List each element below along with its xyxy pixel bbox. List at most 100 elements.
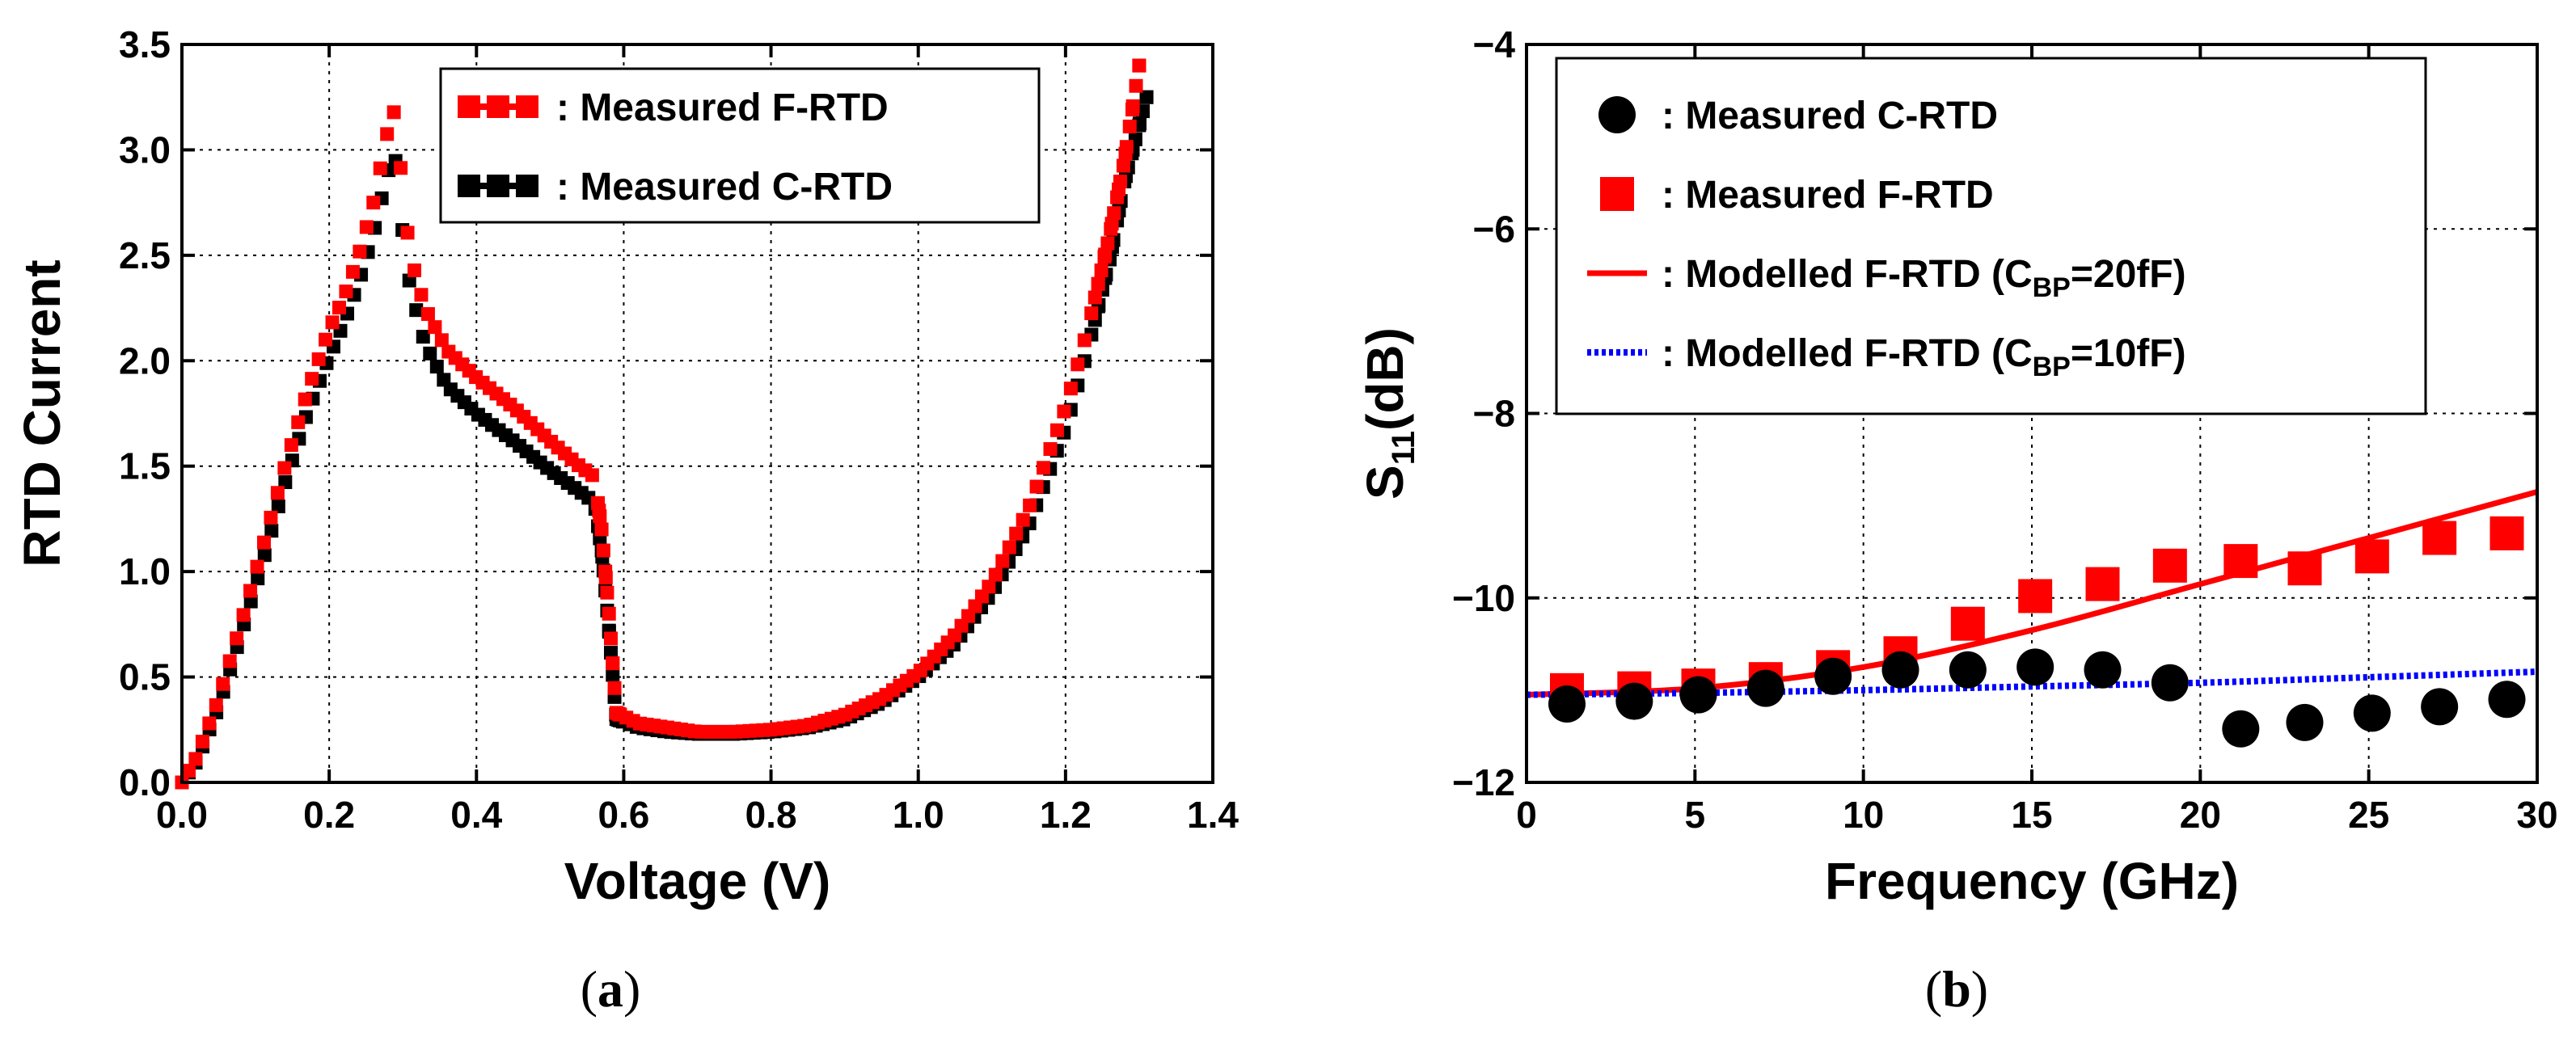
data-point (603, 631, 618, 646)
panel-caption: (b) (1925, 960, 1988, 1018)
legend-box (439, 67, 1041, 224)
legend: : Measured C-RTD : Measured F-RTD : Modell… (1555, 57, 2427, 415)
data-point (607, 681, 622, 695)
data-point (264, 524, 279, 538)
data-point (236, 608, 251, 622)
data-point (416, 330, 430, 344)
data-point (434, 333, 449, 348)
legend-entry: : Measured C-RTD (1598, 95, 1998, 137)
data-point (270, 486, 285, 500)
data-point (332, 301, 347, 315)
data-point (2488, 681, 2526, 719)
data-point (188, 752, 203, 766)
data-point (251, 571, 265, 586)
x-tick-label: 0.2 (303, 794, 355, 836)
data-point (1037, 461, 1051, 475)
x-tick-label: 30 (2516, 794, 2557, 836)
data-point (250, 559, 264, 574)
x-tick-label: 0.4 (450, 794, 502, 836)
legend-label-tail: =20fF) (2071, 253, 2186, 296)
data-point (1949, 651, 1987, 689)
data-point (1107, 206, 1121, 221)
x-tick-label: 20 (2180, 794, 2221, 836)
data-point (1139, 90, 1154, 104)
data-point (386, 105, 401, 120)
panel-letter: a (598, 960, 623, 1018)
legend-label: : Measured F-RTD (1662, 174, 1994, 217)
data-point (1023, 498, 1037, 512)
data-point (988, 567, 1003, 582)
data-point (1009, 526, 1024, 541)
data-point (380, 127, 395, 141)
y-tick-label: −10 (1452, 577, 1515, 619)
data-point (2084, 651, 2122, 689)
legend-label: : Modelled F-RTD (CBP=10fF) (1662, 332, 2186, 382)
data-point (1746, 669, 1784, 707)
data-point (216, 677, 230, 691)
data-point (2085, 567, 2120, 601)
data-point (408, 263, 422, 277)
data-point (305, 372, 319, 386)
data-point (585, 468, 599, 483)
x-tick-label: 5 (1685, 794, 1706, 836)
data-point (1063, 381, 1078, 396)
data-point (414, 288, 429, 302)
data-point (353, 244, 367, 259)
legend: : Measured F-RTD : Measured C-RTD (439, 67, 1041, 224)
x-tick-label: 15 (2011, 794, 2052, 836)
data-point (606, 668, 620, 682)
series-measured-c-rtd (1548, 648, 2526, 748)
data-point (2152, 548, 2187, 583)
data-point (291, 415, 306, 429)
data-point (2016, 648, 2054, 686)
data-point (243, 594, 258, 609)
x-tick-label: 1.4 (1187, 794, 1239, 836)
data-point (603, 646, 618, 660)
y-tick-label: 0.5 (119, 656, 171, 698)
x-axis-label: Voltage (V) (564, 852, 831, 910)
y-tick-label: −6 (1473, 208, 1515, 250)
data-point (359, 220, 374, 234)
data-point (613, 707, 627, 722)
legend-entry: : Measured F-RTD (458, 86, 889, 129)
data-point (2354, 539, 2389, 574)
data-point (1077, 333, 1092, 348)
data-point (602, 606, 616, 621)
data-point (1071, 357, 1085, 372)
data-point (1119, 140, 1134, 154)
x-tick-label: 1.0 (893, 794, 944, 836)
legend-marker (487, 95, 509, 118)
legend-entry: : Measured F-RTD (1600, 174, 1994, 217)
data-point (1016, 512, 1030, 527)
legend-marker (1600, 177, 1634, 211)
data-point (256, 535, 271, 550)
data-point (298, 392, 312, 407)
data-point (1129, 78, 1143, 93)
data-point (2223, 544, 2258, 579)
data-point (600, 585, 614, 600)
legend-label-subscript: BP (2033, 352, 2071, 382)
data-point (1002, 540, 1016, 554)
data-point (1132, 58, 1147, 73)
data-point (2421, 688, 2459, 726)
y-tick-label: 2.5 (119, 234, 171, 276)
legend-label: : Modelled F-RTD (CBP=20fF) (1662, 253, 2186, 303)
data-point (2287, 551, 2322, 586)
data-point (1950, 606, 1985, 641)
data-point (2353, 694, 2391, 732)
data-point (1084, 306, 1099, 321)
data-point (1029, 479, 1044, 494)
y-tick-label: −4 (1473, 23, 1516, 65)
data-point (2018, 579, 2053, 613)
data-point (1116, 158, 1130, 173)
legend-entry: : Measured C-RTD (458, 166, 893, 209)
data-point (373, 161, 387, 175)
legend-marker (458, 175, 480, 197)
plot-frame (180, 43, 1214, 784)
data-point (409, 303, 424, 318)
data-point (311, 352, 326, 366)
panel-a-chart: 0.0 0.2 0.4 0.6 0.8 1.0 1.2 1.4 0.0 0.5 1.0 1.5 2.0 2… (13, 23, 1239, 1018)
data-point (1091, 276, 1105, 291)
data-point (995, 554, 1010, 568)
